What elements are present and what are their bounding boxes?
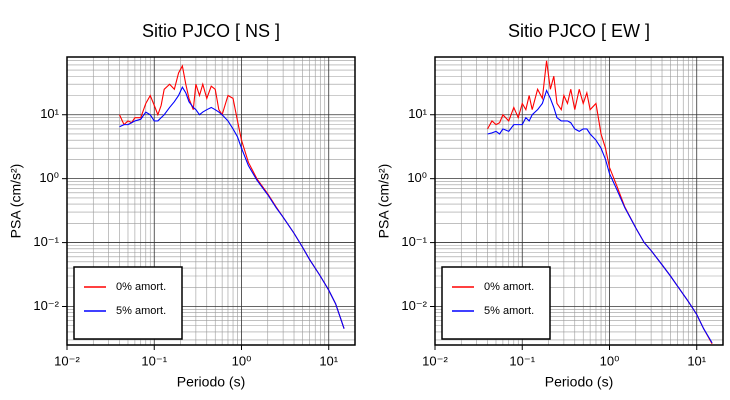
legend-box	[73, 266, 183, 340]
series-line	[487, 88, 713, 344]
legend-label: 0% amort.	[484, 281, 534, 293]
y-axis-label: PSA (cm/s²)	[8, 164, 24, 239]
x-tick-label: 10⁻²	[422, 353, 448, 368]
chart: Sitio PJCO [ EW ] 10⁻² 10⁻¹ 10⁰ 10¹ 10⁻² 10⁻¹ 1…	[376, 21, 724, 390]
series-line	[119, 85, 345, 329]
y-tick-label: 10⁻²	[33, 298, 59, 313]
chart-title: Sitio PJCO [ NS ]	[142, 21, 280, 41]
y-tick-label: 10¹	[40, 106, 59, 121]
legend-label: 0% amort.	[116, 281, 166, 293]
x-tick-label: 10¹	[319, 353, 338, 368]
y-tick-label: 10¹	[408, 106, 427, 121]
x-axis-label: Periodo (s)	[177, 374, 245, 390]
legend-label: 5% amort.	[116, 305, 166, 317]
x-tick-label: 10⁻¹	[509, 353, 535, 368]
x-tick-label: 10⁻¹	[141, 353, 167, 368]
y-tick-label: 10⁻¹	[33, 234, 59, 249]
y-axis-label: PSA (cm/s²)	[376, 164, 392, 239]
x-tick-label: 10⁰	[232, 353, 252, 368]
x-tick-label: 10⁻²	[54, 353, 80, 368]
plot-frame	[434, 56, 724, 346]
y-tick-label: 10⁰	[39, 170, 59, 185]
y-tick-label: 10⁰	[407, 170, 427, 185]
legend-box	[441, 266, 551, 340]
x-tick-label: 10¹	[687, 353, 706, 368]
x-axis-label: Periodo (s)	[545, 374, 613, 390]
y-tick-label: 10⁻¹	[401, 234, 427, 249]
plot-frame	[66, 56, 356, 346]
chart-title: Sitio PJCO [ EW ]	[508, 21, 650, 41]
chart: Sitio PJCO [ NS ] 10⁻² 10⁻¹ 10⁰ 10¹ 10⁻² 10⁻¹ 1…	[8, 21, 356, 390]
legend-label: 5% amort.	[484, 305, 534, 317]
y-tick-label: 10⁻²	[401, 298, 427, 313]
x-tick-label: 10⁰	[600, 353, 620, 368]
